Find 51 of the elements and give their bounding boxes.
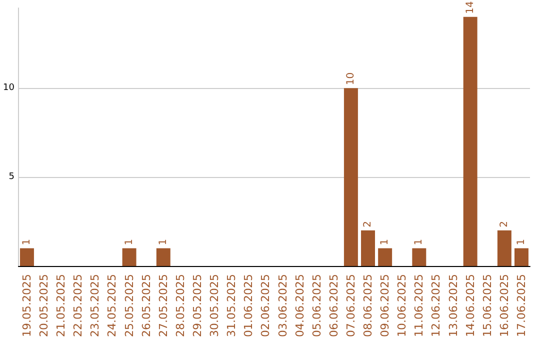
x-tick-label: 30.05.2025 bbox=[208, 274, 222, 338]
x-tick-label: 27.05.2025 bbox=[156, 274, 170, 338]
data-label: 2 bbox=[498, 221, 510, 228]
x-tick-label: 28.05.2025 bbox=[174, 274, 187, 338]
x-tick-label: 02.06.2025 bbox=[259, 274, 272, 338]
bar bbox=[344, 88, 358, 266]
x-tick-label: 03.06.2025 bbox=[276, 274, 290, 338]
x-tick-label: 21.05.2025 bbox=[54, 274, 68, 338]
x-tick-label: 11.06.2025 bbox=[412, 274, 426, 338]
y-tick-label: 5 bbox=[8, 172, 14, 182]
data-label: 1 bbox=[380, 238, 391, 246]
bar bbox=[497, 230, 512, 266]
bar bbox=[412, 248, 426, 266]
data-label: 1 bbox=[158, 238, 169, 246]
x-tick-label: 23.05.2025 bbox=[88, 274, 102, 338]
x-tick-label: 22.05.2025 bbox=[72, 274, 85, 338]
x-tick-label: 31.05.2025 bbox=[225, 274, 238, 338]
x-tick-label: 01.06.2025 bbox=[242, 274, 256, 338]
x-tick-label: 16.06.2025 bbox=[498, 274, 511, 338]
x-tick-label: 20.05.2025 bbox=[38, 274, 51, 338]
x-tick-label: 17.06.2025 bbox=[514, 274, 528, 338]
x-tick-label: 05.06.2025 bbox=[310, 274, 324, 338]
x-tick-label: 08.06.2025 bbox=[362, 274, 375, 338]
data-label: 1 bbox=[414, 238, 425, 246]
x-tick-label: 10.06.2025 bbox=[396, 274, 409, 338]
data-label: 1 bbox=[124, 238, 135, 246]
x-tick-label: 15.06.2025 bbox=[480, 274, 494, 338]
bar bbox=[156, 248, 170, 266]
data-label: 2 bbox=[362, 221, 374, 228]
x-tick-label: 12.06.2025 bbox=[430, 274, 443, 338]
x-tick-label: 13.06.2025 bbox=[446, 274, 460, 338]
bar bbox=[463, 16, 478, 266]
bar bbox=[20, 248, 34, 266]
x-tick-label: 06.06.2025 bbox=[327, 274, 340, 338]
x-tick-label: 09.06.2025 bbox=[378, 274, 392, 338]
x-tick-label: 25.05.2025 bbox=[122, 274, 136, 338]
bar bbox=[122, 248, 136, 266]
bar bbox=[514, 248, 528, 266]
x-tick-label: 14.06.2025 bbox=[464, 274, 477, 338]
data-label: 14 bbox=[464, 1, 476, 14]
data-label: 1 bbox=[516, 238, 527, 246]
x-tick-label: 29.05.2025 bbox=[190, 274, 204, 338]
data-label: 10 bbox=[345, 72, 356, 86]
bar bbox=[361, 230, 375, 266]
x-tick-label: 07.06.2025 bbox=[344, 274, 358, 338]
data-label: 1 bbox=[21, 238, 32, 246]
x-tick-label: 24.05.2025 bbox=[106, 274, 119, 338]
bar bbox=[378, 248, 392, 266]
x-tick-label: 26.05.2025 bbox=[140, 274, 153, 338]
x-tick-label: 04.06.2025 bbox=[293, 274, 306, 338]
x-tick-label: 19.05.2025 bbox=[20, 274, 34, 338]
